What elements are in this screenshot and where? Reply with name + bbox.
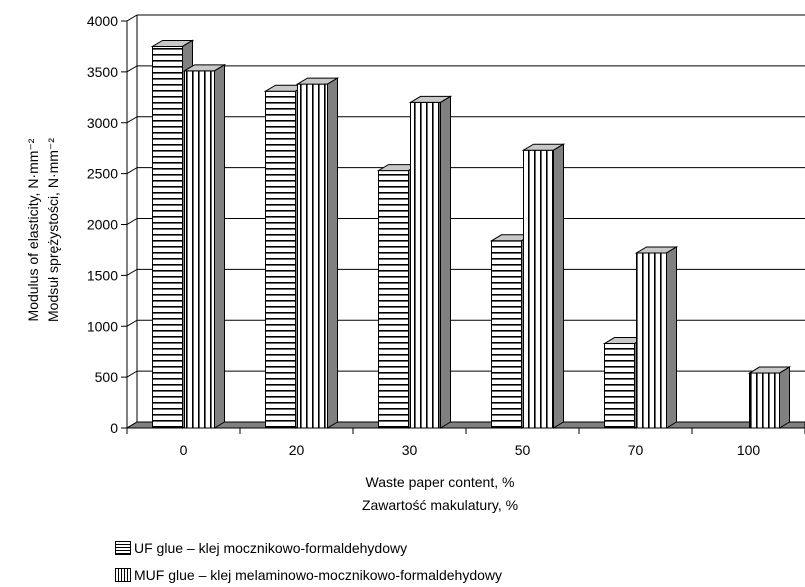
x-tick-label: 70 bbox=[628, 442, 644, 458]
gridline-depth bbox=[126, 14, 138, 22]
x-tick-label: 20 bbox=[289, 442, 305, 458]
y-tick-label: 500 bbox=[95, 369, 119, 385]
axes bbox=[121, 20, 805, 434]
x-tick-label: 50 bbox=[515, 442, 531, 458]
y-tick-label: 4000 bbox=[87, 13, 118, 29]
bar-muf-20 bbox=[295, 77, 340, 429]
y-tick-label: 2000 bbox=[87, 217, 118, 233]
legend-label-muf: MUF glue – klej melaminowo-mocznikowo-fo… bbox=[134, 567, 503, 583]
gridline-depth bbox=[126, 370, 138, 378]
bar-muf-70 bbox=[634, 246, 679, 429]
gridline-depth bbox=[126, 218, 138, 225]
x-axis-title-line-1: Waste paper content, % bbox=[366, 474, 515, 490]
gridline-depth bbox=[126, 167, 138, 175]
gridline-depth bbox=[126, 116, 138, 124]
y-tick-label: 3000 bbox=[87, 115, 118, 131]
chart-floor bbox=[125, 421, 805, 429]
floor bbox=[125, 421, 805, 429]
bars bbox=[150, 39, 792, 429]
legend-item-muf: MUF glue – klej melaminowo-mocznikowo-fo… bbox=[115, 567, 502, 583]
x-tick-label: 100 bbox=[737, 442, 761, 458]
y-tick-labels: 0 500 1000 1500 2000 2500 3000 3500 4000 bbox=[87, 13, 118, 436]
y-tick-label: 2500 bbox=[87, 166, 118, 182]
bar-muf-30 bbox=[408, 95, 453, 429]
y-tick-label: 3500 bbox=[87, 64, 118, 80]
y-tick-label: 0 bbox=[110, 420, 118, 436]
x-tick-labels: 0 20 30 50 70 100 bbox=[180, 442, 761, 458]
y-axis-title-line-1: Modulus of elasticity, N·mm⁻² bbox=[25, 138, 41, 321]
legend-swatch-uf bbox=[115, 541, 131, 555]
bar-muf-0 bbox=[182, 63, 227, 429]
y-axis-title-line-2: Modsuł sprężystości, N·mm⁻² bbox=[45, 138, 61, 322]
x-tick-label: 30 bbox=[402, 442, 418, 458]
y-tick-label: 1500 bbox=[87, 267, 118, 283]
x-axis-title-line-2: Zawartość makulatury, % bbox=[362, 497, 518, 513]
gridline-depth bbox=[126, 319, 138, 327]
gridline-depth bbox=[126, 65, 138, 73]
y-tick-label: 1000 bbox=[87, 318, 118, 334]
legend-item-uf: UF glue – klej mocznikowo-formaldehydowy bbox=[115, 540, 407, 556]
x-tick-label: 0 bbox=[180, 442, 188, 458]
legend-swatch-muf bbox=[115, 568, 131, 582]
bar-muf-50 bbox=[521, 143, 566, 429]
gridline-depth bbox=[126, 268, 138, 276]
gridlines bbox=[126, 14, 805, 429]
bar-muf-100 bbox=[747, 366, 792, 429]
legend-label-uf: UF glue – klej mocznikowo-formaldehydowy bbox=[134, 540, 408, 556]
